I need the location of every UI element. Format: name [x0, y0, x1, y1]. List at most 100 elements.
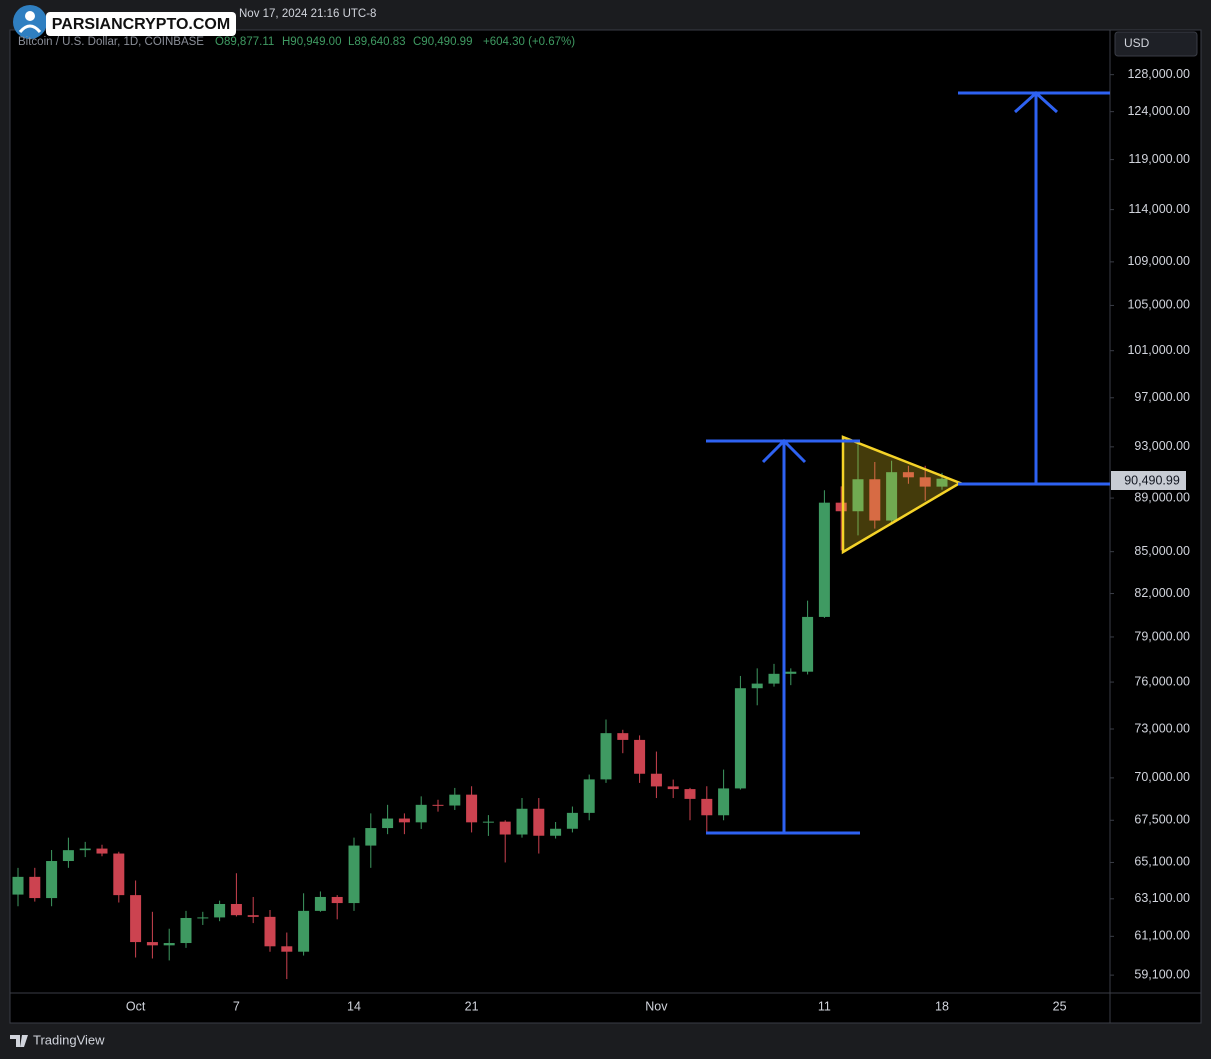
candle-body: [348, 845, 360, 904]
candle-body: [785, 671, 797, 674]
brand-logo: [10, 1035, 28, 1047]
candle-body: [734, 688, 746, 789]
y-tick-label: 61,100.00: [1134, 929, 1190, 943]
candle-body: [113, 853, 125, 896]
candle-body: [499, 821, 511, 835]
x-tick-label: 21: [465, 999, 479, 1013]
candle-body: [197, 917, 209, 919]
change: +604.30 (+0.67%): [483, 36, 575, 48]
candle-body: [449, 794, 461, 806]
candle-body: [365, 828, 377, 846]
watermark-box: [46, 12, 236, 36]
drawings: [706, 90, 1110, 835]
candle-body: [701, 798, 713, 816]
candle-body: [936, 478, 948, 487]
candle-body: [130, 895, 142, 943]
candle-body: [180, 917, 192, 944]
watermark-logo-dot: [25, 11, 35, 21]
candle-body: [382, 818, 394, 829]
y-tick-label: 63,100.00: [1134, 891, 1190, 905]
y-tick-label: 119,000.00: [1128, 152, 1190, 166]
y-tick-label: 105,000.00: [1127, 298, 1190, 312]
ohlc-open: O89,877.11: [215, 36, 274, 48]
x-tick-label: 18: [935, 999, 949, 1013]
candle-body: [482, 821, 494, 823]
candle-body: [852, 479, 864, 512]
candle-body: [634, 739, 646, 774]
candle-body: [902, 472, 914, 478]
x-tick-label: 11: [818, 999, 831, 1013]
candle-body: [432, 804, 444, 806]
candle-body: [869, 479, 881, 521]
ohlc-high: H90,949.00: [282, 36, 341, 48]
x-tick-label: 25: [1053, 999, 1067, 1013]
x-tick-label: Nov: [645, 999, 668, 1013]
price-axis: [1110, 30, 1201, 1023]
plot-area: [10, 30, 1110, 993]
candle-body: [768, 673, 780, 684]
candle-body: [600, 733, 612, 780]
candle-body: [718, 788, 730, 816]
y-tick-label: 70,000.00: [1134, 770, 1190, 784]
candle-body: [12, 876, 24, 895]
symbol: Bitcoin / U.S. Dollar, 1D, COINBASE: [18, 36, 204, 48]
y-tick-label: 65,100.00: [1134, 855, 1190, 869]
arrow-head: [761, 438, 807, 464]
y-tick-label: 73,000.00: [1134, 721, 1190, 735]
candle-body: [247, 915, 259, 917]
candle-body: [79, 848, 91, 851]
arrow-head: [1013, 90, 1059, 114]
candle-body: [751, 683, 763, 689]
timestamp: Nov 17, 2024 21:16 UTC-8: [239, 8, 376, 20]
y-tick-label: 89,000.00: [1134, 490, 1190, 504]
watermark-logo-arc: [18, 24, 42, 34]
candle-body: [163, 943, 175, 946]
pennant: [841, 435, 963, 555]
candle-body: [802, 616, 814, 672]
candle-body: [583, 779, 595, 813]
candle-body: [516, 808, 528, 835]
ohlc-close: C90,490.99: [413, 36, 472, 48]
y-tick-label: 101,000.00: [1127, 343, 1190, 357]
y-tick-label: 85,000.00: [1134, 544, 1190, 558]
candle-body: [46, 861, 58, 899]
candle-body: [62, 850, 74, 862]
candle-body: [818, 502, 830, 617]
last-price-box: [1111, 471, 1186, 490]
candle-body: [398, 818, 410, 823]
candle-body: [415, 804, 427, 823]
currency-box[interactable]: [1114, 31, 1198, 57]
chart-border: [9, 29, 1202, 1024]
candle-body: [667, 786, 679, 790]
y-tick-label: 79,000.00: [1134, 629, 1190, 643]
candle-body: [281, 946, 293, 952]
watermark-text: PARSIANCRYPTO.COM: [52, 16, 230, 33]
candle-body: [835, 502, 847, 512]
last-price: 90,490.99: [1124, 473, 1180, 487]
candle-body: [566, 812, 578, 829]
candle-body: [550, 828, 562, 836]
candle-body: [264, 916, 276, 947]
currency[interactable]: USD: [1124, 36, 1150, 50]
ohlc-low: L89,640.83: [348, 36, 406, 48]
candle-body: [314, 896, 326, 911]
candle-body: [919, 477, 931, 487]
candle-body: [214, 903, 226, 918]
candle-body: [684, 789, 696, 799]
time-axis: [10, 993, 1110, 1023]
candle-body: [617, 733, 629, 740]
brand: TradingView: [33, 1032, 105, 1047]
candle-body: [298, 910, 310, 952]
candle-body: [331, 896, 343, 904]
candle-body: [533, 808, 545, 836]
y-tick-label: 67,500.00: [1134, 813, 1190, 827]
y-tick-label: 82,000.00: [1134, 586, 1190, 600]
y-tick-label: 76,000.00: [1134, 674, 1190, 688]
y-tick-label: 97,000.00: [1134, 390, 1190, 404]
y-tick-label: 124,000.00: [1127, 104, 1190, 118]
x-tick-label: 7: [233, 999, 240, 1013]
candle-body: [230, 903, 242, 916]
candle-body: [466, 794, 478, 823]
